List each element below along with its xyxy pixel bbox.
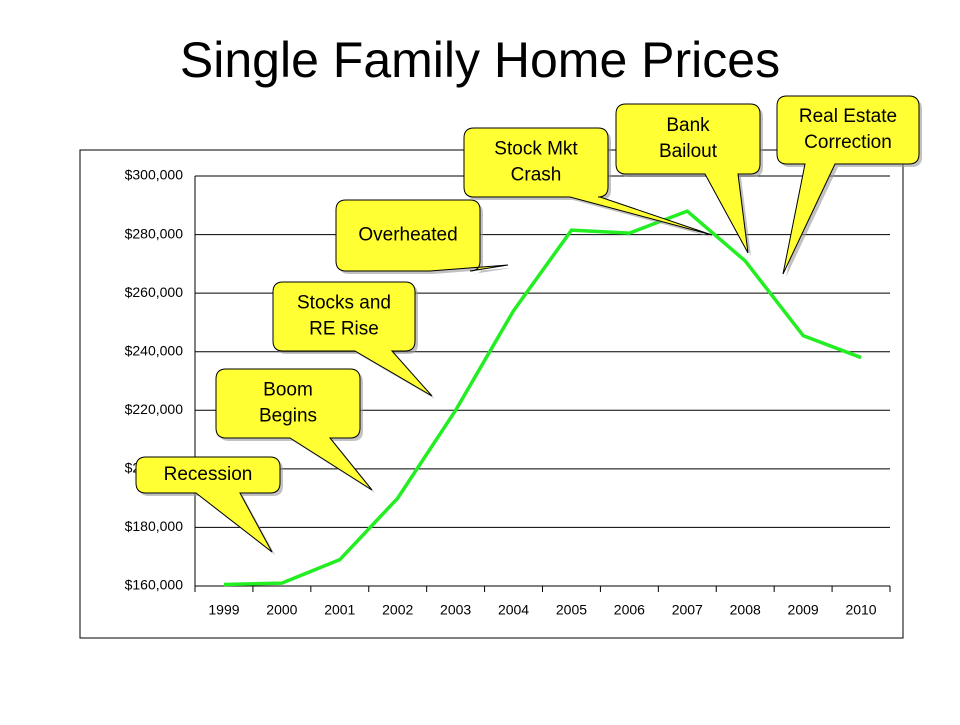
x-tick-label: 2003 [440, 602, 471, 618]
x-tick-label: 2002 [382, 602, 413, 618]
callout-text: Stocks and [297, 293, 391, 314]
callout-text: RE Rise [309, 319, 379, 340]
chart-title: Single Family Home Prices [180, 32, 780, 88]
callout [272, 281, 433, 397]
callout-text: Boom [263, 380, 313, 401]
chart-frame [79, 149, 904, 639]
x-tick-label: 2010 [845, 602, 876, 618]
callout-text: Stock Mkt [494, 139, 578, 160]
callout [335, 199, 509, 272]
callout [135, 456, 281, 553]
x-tick-label: 2007 [672, 602, 703, 618]
y-tick-label: $160,000 [125, 577, 184, 593]
y-tick-label: $240,000 [125, 342, 184, 358]
y-tick-label: $280,000 [125, 225, 184, 241]
callout [463, 127, 713, 236]
callout-text: Bank [666, 115, 710, 136]
x-tick-label: 2008 [730, 602, 761, 618]
x-tick-label: 2000 [266, 602, 297, 618]
callout [215, 368, 373, 491]
callout-text: Real Estate [799, 106, 897, 127]
x-tick-label: 2006 [614, 602, 645, 618]
callout-text: Bailout [659, 141, 718, 162]
callout-text: Recession [164, 464, 253, 485]
x-tick-label: 2004 [498, 602, 529, 618]
y-tick-label: $300,000 [125, 167, 184, 183]
x-tick-label: 2005 [556, 602, 587, 618]
callout [615, 103, 761, 254]
data-line [223, 209, 862, 587]
y-tick-label: $260,000 [125, 284, 184, 300]
x-tick-label: 1999 [208, 602, 239, 618]
callout [776, 95, 920, 275]
y-tick-label: $180,000 [125, 518, 184, 534]
x-tick-label: 2009 [788, 602, 819, 618]
callout-text: Crash [511, 165, 562, 186]
callout-text: Correction [804, 132, 892, 153]
callout-text: Overheated [358, 225, 457, 246]
callout-text: Begins [259, 406, 317, 427]
x-tick-label: 2001 [324, 602, 355, 618]
y-tick-label: $220,000 [125, 401, 184, 417]
